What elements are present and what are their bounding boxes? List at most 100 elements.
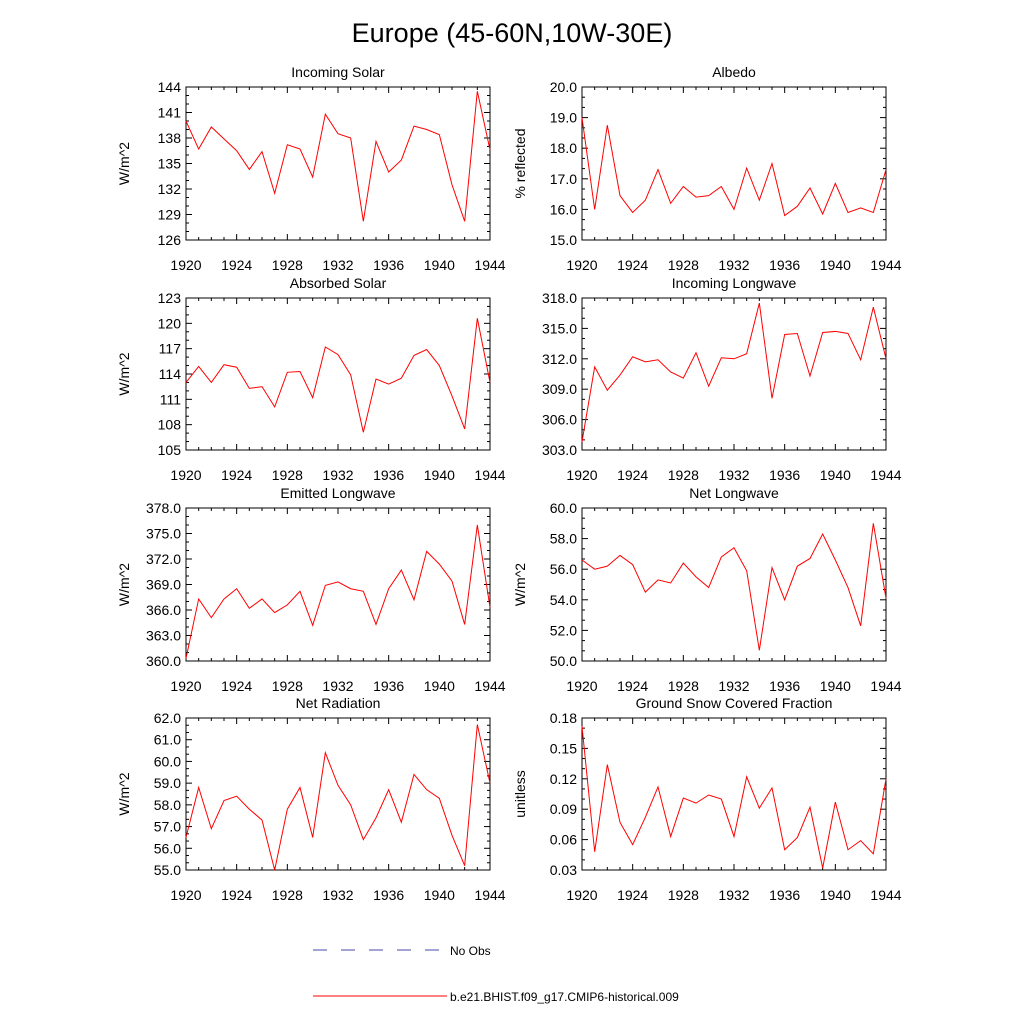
x-tick-label: 1928 — [272, 257, 303, 273]
y-tick-label: 366.0 — [146, 602, 181, 618]
y-tick-label: 62.0 — [154, 710, 181, 726]
series-line — [185, 91, 491, 222]
y-tick-label: 60.0 — [154, 753, 181, 769]
y-axis-label: % reflected — [512, 128, 528, 198]
x-tick-label: 1940 — [820, 257, 851, 273]
y-tick-label: 108 — [158, 417, 182, 433]
x-tick-label: 1928 — [668, 887, 699, 903]
panel: Absorbed Solar W/m^2 105 108 111 114 117 120 123… — [116, 275, 506, 483]
x-tick-label: 1920 — [566, 257, 597, 273]
x-tick-label: 1940 — [820, 467, 851, 483]
x-tick-label: 1924 — [617, 257, 648, 273]
y-tick-label: 17.0 — [550, 171, 577, 187]
x-tick-label: 1920 — [170, 678, 201, 694]
y-tick-label: 61.0 — [154, 732, 181, 748]
x-tick-label: 1936 — [373, 678, 404, 694]
y-tick-label: 0.15 — [550, 740, 577, 756]
x-tick-label: 1936 — [373, 467, 404, 483]
x-tick-label: 1944 — [474, 887, 505, 903]
y-axis-label: W/m^2 — [116, 352, 132, 395]
y-tick-label: 55.0 — [154, 862, 181, 878]
legend-obs-label: No Obs — [450, 944, 491, 958]
y-tick-label: 0.18 — [550, 710, 577, 726]
panel: Emitted Longwave W/m^2 360.0 363.0 366.0 369.… — [116, 485, 506, 694]
x-tick-label: 1932 — [322, 678, 353, 694]
y-tick-label: 378.0 — [146, 500, 181, 516]
x-tick-label: 1944 — [870, 257, 901, 273]
y-tick-label: 315.0 — [542, 320, 577, 336]
plot-frame — [581, 717, 887, 871]
x-tick-label: 1936 — [769, 257, 800, 273]
panel: Incoming Longwave 303.0 306.0 309.0 312.0 315… — [542, 275, 902, 483]
x-tick-label: 1924 — [221, 678, 252, 694]
plot-frame — [581, 297, 887, 451]
y-tick-label: 20.0 — [550, 79, 577, 95]
x-tick-label: 1940 — [820, 678, 851, 694]
y-tick-label: 138 — [158, 130, 182, 146]
x-tick-label: 1920 — [170, 887, 201, 903]
x-tick-label: 1928 — [668, 678, 699, 694]
y-tick-label: 18.0 — [550, 140, 577, 156]
panel: Net Longwave W/m^2 50.0 52.0 54.0 56.0 58.0 60.… — [512, 485, 902, 694]
x-tick-label: 1928 — [668, 257, 699, 273]
y-tick-label: 57.0 — [154, 819, 181, 835]
series-line — [185, 724, 491, 871]
y-tick-label: 60.0 — [550, 500, 577, 516]
x-tick-label: 1944 — [474, 257, 505, 273]
y-tick-label: 0.09 — [550, 801, 577, 817]
x-tick-label: 1944 — [870, 678, 901, 694]
x-tick-label: 1936 — [769, 887, 800, 903]
x-tick-label: 1924 — [221, 257, 252, 273]
y-axis-label: W/m^2 — [512, 563, 528, 606]
panel-title: Net Radiation — [296, 695, 381, 711]
x-tick-label: 1940 — [424, 887, 455, 903]
legend-model-label: b.e21.BHIST.f09_g17.CMIP6-historical.009 — [450, 990, 679, 1004]
x-tick-label: 1940 — [424, 467, 455, 483]
y-axis-label: W/m^2 — [116, 142, 132, 185]
y-tick-label: 363.0 — [146, 628, 181, 644]
series-line — [581, 117, 887, 217]
plot-frame — [185, 86, 491, 241]
x-tick-label: 1936 — [373, 887, 404, 903]
x-tick-label: 1924 — [221, 887, 252, 903]
x-tick-label: 1940 — [424, 678, 455, 694]
y-tick-label: 360.0 — [146, 653, 181, 669]
y-axis-label: W/m^2 — [116, 772, 132, 815]
panel-title: Ground Snow Covered Fraction — [636, 695, 833, 711]
series-line — [581, 726, 887, 869]
x-tick-label: 1932 — [718, 257, 749, 273]
x-tick-label: 1936 — [769, 467, 800, 483]
series-line — [581, 302, 887, 442]
x-tick-label: 1932 — [718, 678, 749, 694]
y-axis-label: unitless — [512, 770, 528, 817]
y-tick-label: 50.0 — [550, 653, 577, 669]
panel: Ground Snow Covered Fraction unitless 0.03… — [512, 695, 902, 903]
x-tick-label: 1944 — [474, 678, 505, 694]
y-tick-label: 59.0 — [154, 775, 181, 791]
x-tick-label: 1932 — [322, 467, 353, 483]
y-tick-label: 16.0 — [550, 201, 577, 217]
plot-frame — [185, 717, 491, 871]
x-tick-label: 1920 — [566, 678, 597, 694]
x-tick-label: 1944 — [474, 467, 505, 483]
panels: Incoming Solar W/m^2 126 129 132 135 138 141 144… — [116, 64, 902, 903]
y-tick-label: 135 — [158, 156, 182, 172]
y-tick-label: 120 — [158, 315, 182, 331]
x-tick-label: 1932 — [718, 887, 749, 903]
x-tick-label: 1924 — [221, 467, 252, 483]
panel-title: Net Longwave — [689, 485, 779, 501]
y-tick-label: 372.0 — [146, 551, 181, 567]
plot-frame — [185, 507, 491, 662]
figure-title: Europe (45-60N,10W-30E) — [352, 18, 673, 48]
panel-title: Incoming Solar — [291, 64, 385, 80]
series-line — [185, 524, 491, 659]
x-tick-label: 1932 — [322, 257, 353, 273]
panel-title: Absorbed Solar — [290, 275, 387, 291]
x-tick-label: 1924 — [617, 678, 648, 694]
y-tick-label: 54.0 — [550, 592, 577, 608]
y-tick-label: 52.0 — [550, 622, 577, 638]
x-tick-label: 1936 — [769, 678, 800, 694]
y-tick-label: 309.0 — [542, 381, 577, 397]
y-tick-label: 0.12 — [550, 771, 577, 787]
x-tick-label: 1936 — [373, 257, 404, 273]
